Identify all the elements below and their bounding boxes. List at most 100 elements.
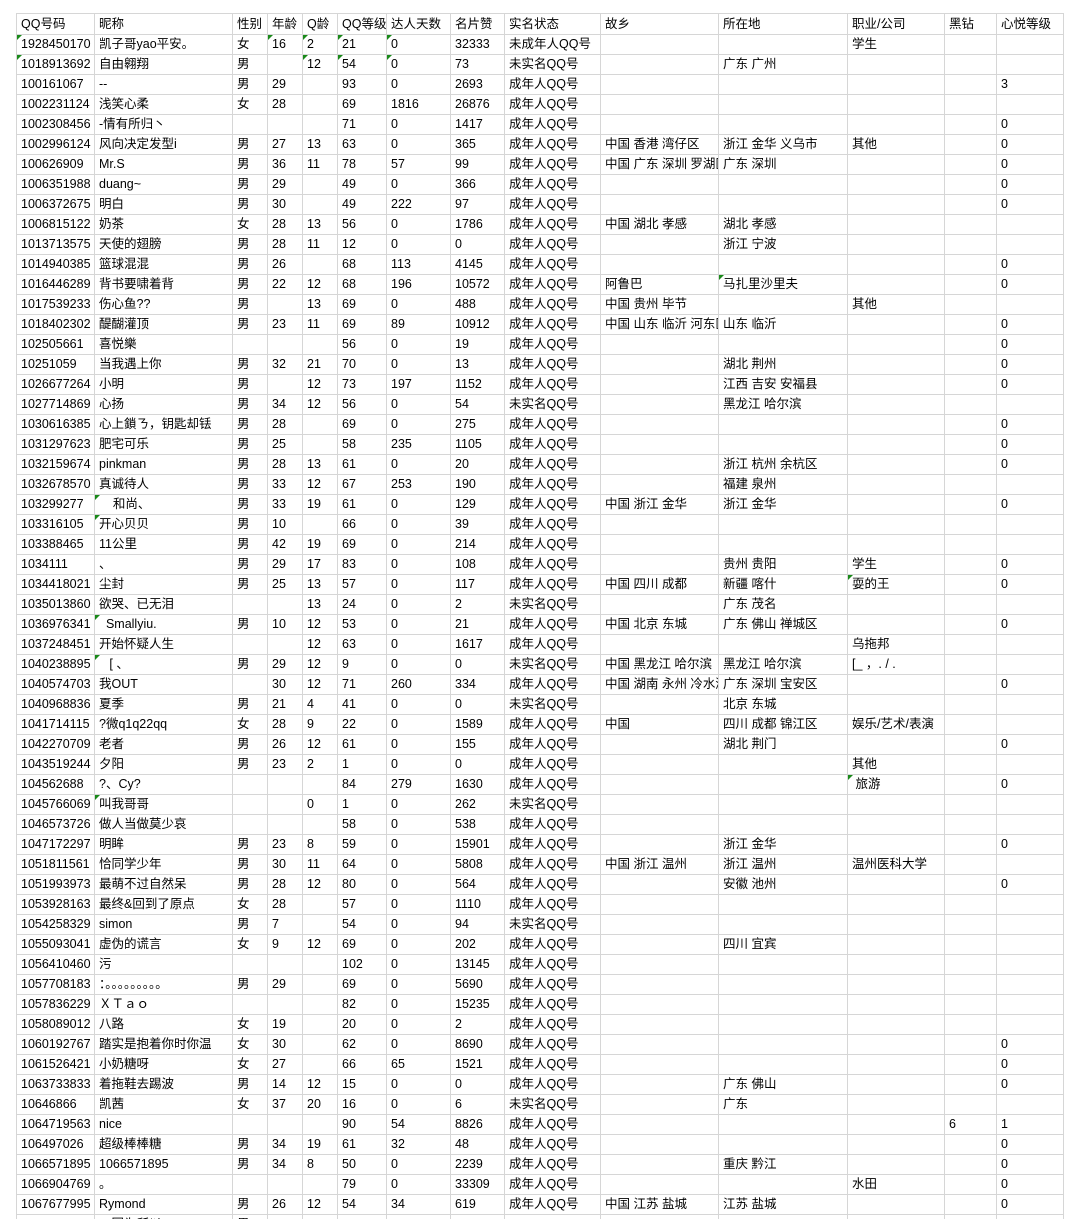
cell-card-likes[interactable]: 13: [451, 355, 505, 375]
cell-qq-number[interactable]: 1057708183: [17, 975, 95, 995]
cell-daren-days[interactable]: 0: [387, 515, 451, 535]
cell-job-company[interactable]: [_ ，. / .: [848, 655, 945, 675]
cell-age[interactable]: 23: [268, 755, 303, 775]
cell-black-diamond[interactable]: [945, 1195, 997, 1215]
cell-q-age[interactable]: 12: [303, 1075, 338, 1095]
cell-xinyue-level[interactable]: [997, 915, 1064, 935]
cell-hometown[interactable]: [601, 915, 719, 935]
cell-realname-status[interactable]: 成年人QQ号: [505, 255, 601, 275]
cell-q-age[interactable]: 11: [303, 315, 338, 335]
cell-nickname[interactable]: 我OUT: [95, 675, 233, 695]
cell-age[interactable]: 23: [268, 835, 303, 855]
cell-hometown[interactable]: [601, 455, 719, 475]
cell-xinyue-level[interactable]: 3: [997, 75, 1064, 95]
cell-card-likes[interactable]: 33309: [451, 1175, 505, 1195]
cell-card-likes[interactable]: 32333: [451, 35, 505, 55]
cell-nickname[interactable]: ：。。。。。。。。。: [95, 975, 233, 995]
cell-nickname[interactable]: 真诚待人: [95, 475, 233, 495]
cell-qq-number[interactable]: 103299277: [17, 495, 95, 515]
cell-realname-status[interactable]: 未实名QQ号: [505, 915, 601, 935]
cell-qq-number[interactable]: 1018913692: [17, 55, 95, 75]
cell-qq-number[interactable]: 103316105: [17, 515, 95, 535]
cell-qq-level[interactable]: 54: [338, 55, 387, 75]
cell-hometown[interactable]: [601, 1215, 719, 1219]
cell-job-company[interactable]: [848, 815, 945, 835]
cell-qq-number[interactable]: 1032678570: [17, 475, 95, 495]
cell-realname-status[interactable]: 成年人QQ号: [505, 415, 601, 435]
cell-realname-status[interactable]: 成年人QQ号: [505, 355, 601, 375]
cell-qq-number[interactable]: 1032159674: [17, 455, 95, 475]
cell-realname-status[interactable]: 未实名QQ号: [505, 795, 601, 815]
cell-job-company[interactable]: [848, 795, 945, 815]
cell-daren-days[interactable]: 260: [387, 675, 451, 695]
cell-hometown[interactable]: [601, 1015, 719, 1035]
cell-daren-days[interactable]: 0: [387, 495, 451, 515]
column-header-qq-level[interactable]: QQ等级: [338, 14, 387, 35]
cell-qq-level[interactable]: 78: [338, 155, 387, 175]
cell-card-likes[interactable]: 1589: [451, 715, 505, 735]
cell-job-company[interactable]: [848, 335, 945, 355]
cell-xinyue-level[interactable]: 0: [997, 375, 1064, 395]
cell-realname-status[interactable]: 成年人QQ号: [505, 195, 601, 215]
cell-gender[interactable]: 男: [233, 495, 268, 515]
cell-realname-status[interactable]: 成年人QQ号: [505, 95, 601, 115]
cell-qq-number[interactable]: 100161067: [17, 75, 95, 95]
cell-black-diamond[interactable]: [945, 675, 997, 695]
cell-realname-status[interactable]: 成年人QQ号: [505, 515, 601, 535]
cell-q-age[interactable]: [303, 515, 338, 535]
cell-gender[interactable]: 女: [233, 215, 268, 235]
cell-daren-days[interactable]: 0: [387, 1015, 451, 1035]
cell-card-likes[interactable]: 0: [451, 655, 505, 675]
cell-xinyue-level[interactable]: [997, 655, 1064, 675]
cell-location[interactable]: 浙江 金华 义乌市: [719, 135, 848, 155]
cell-card-likes[interactable]: 538: [451, 815, 505, 835]
cell-black-diamond[interactable]: [945, 975, 997, 995]
cell-qq-number[interactable]: 1051993973: [17, 875, 95, 895]
cell-location[interactable]: [719, 1135, 848, 1155]
cell-realname-status[interactable]: 成年人QQ号: [505, 1115, 601, 1135]
cell-hometown[interactable]: [601, 875, 719, 895]
cell-realname-status[interactable]: 未实名QQ号: [505, 395, 601, 415]
cell-gender[interactable]: 男: [233, 555, 268, 575]
cell-black-diamond[interactable]: [945, 815, 997, 835]
cell-location[interactable]: [719, 1175, 848, 1195]
cell-location[interactable]: [719, 295, 848, 315]
cell-q-age[interactable]: 12: [303, 655, 338, 675]
cell-realname-status[interactable]: 成年人QQ号: [505, 955, 601, 975]
cell-location[interactable]: [719, 175, 848, 195]
cell-daren-days[interactable]: 197: [387, 375, 451, 395]
cell-q-age[interactable]: 11: [303, 235, 338, 255]
cell-nickname[interactable]: 当我遇上你: [95, 355, 233, 375]
cell-realname-status[interactable]: 成年人QQ号: [505, 835, 601, 855]
cell-nickname[interactable]: 小奶糖呀: [95, 1055, 233, 1075]
cell-black-diamond[interactable]: [945, 1095, 997, 1115]
cell-black-diamond[interactable]: [945, 895, 997, 915]
cell-nickname[interactable]: 夏季: [95, 695, 233, 715]
cell-qq-level[interactable]: 69: [338, 315, 387, 335]
cell-nickname[interactable]: 浅笑心柔: [95, 95, 233, 115]
cell-black-diamond[interactable]: [945, 775, 997, 795]
cell-job-company[interactable]: [848, 175, 945, 195]
cell-location[interactable]: 广东 佛山: [719, 1075, 848, 1095]
column-header-xinyue-level[interactable]: 心悦等级: [997, 14, 1064, 35]
cell-nickname[interactable]: 虚伪的谎言: [95, 935, 233, 955]
cell-black-diamond[interactable]: [945, 715, 997, 735]
cell-qq-number[interactable]: 1063733833: [17, 1075, 95, 1095]
cell-card-likes[interactable]: 488: [451, 295, 505, 315]
cell-location[interactable]: 江西 吉安 安福县: [719, 375, 848, 395]
cell-qq-level[interactable]: 61: [338, 495, 387, 515]
cell-qq-level[interactable]: 71: [338, 115, 387, 135]
cell-location[interactable]: [719, 1015, 848, 1035]
cell-qq-number[interactable]: 1034418021: [17, 575, 95, 595]
cell-daren-days[interactable]: 0: [387, 1175, 451, 1195]
cell-daren-days[interactable]: 0: [387, 175, 451, 195]
cell-job-company[interactable]: [848, 995, 945, 1015]
cell-q-age[interactable]: 13: [303, 575, 338, 595]
cell-xinyue-level[interactable]: 0: [997, 675, 1064, 695]
cell-age[interactable]: [268, 1175, 303, 1195]
cell-hometown[interactable]: [601, 35, 719, 55]
cell-hometown[interactable]: [601, 175, 719, 195]
cell-card-likes[interactable]: 0: [451, 1075, 505, 1095]
cell-job-company[interactable]: [848, 255, 945, 275]
cell-qq-level[interactable]: 54: [338, 1195, 387, 1215]
